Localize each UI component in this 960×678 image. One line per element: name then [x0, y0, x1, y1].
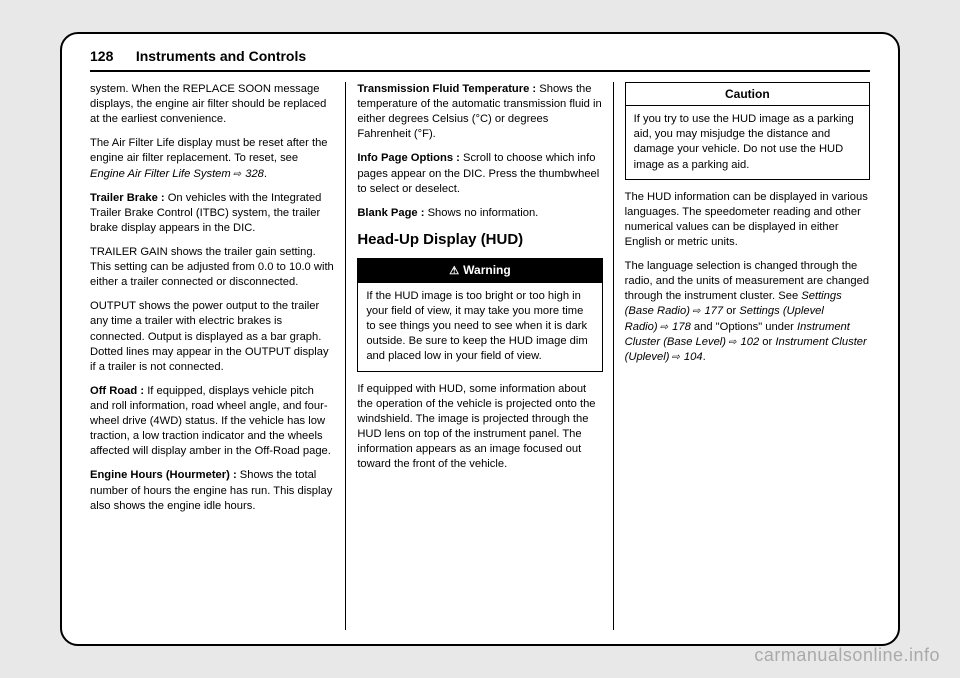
page-header: 128 Instruments and Controls — [90, 48, 870, 72]
xref-page: 104 — [669, 351, 702, 363]
warning-title-text: Warning — [463, 263, 511, 277]
field-label: Trailer Brake : — [90, 192, 168, 204]
column-divider — [345, 82, 346, 630]
para: Trailer Brake : On vehicles with the Int… — [90, 191, 335, 236]
warning-box: Warning If the HUD image is too bright o… — [357, 258, 602, 371]
xref-page: 328 — [231, 168, 264, 180]
field-label: Info Page Options : — [357, 152, 463, 164]
section-heading: Head-Up Display (HUD) — [357, 230, 602, 250]
text: . — [264, 168, 267, 180]
warning-icon — [449, 263, 463, 277]
text: or — [759, 336, 775, 348]
text: and "Options" under — [691, 321, 797, 333]
para: Off Road : If equipped, displays vehicle… — [90, 384, 335, 460]
column-2: Transmission Fluid Temperature : Shows t… — [357, 82, 602, 630]
warning-body: If the HUD image is too bright or too hi… — [358, 283, 601, 371]
text: or — [723, 305, 739, 317]
para: Transmission Fluid Temperature : Shows t… — [357, 82, 602, 142]
column-3: Caution If you try to use the HUD image … — [625, 82, 870, 630]
field-label: Engine Hours (Hourmeter) : — [90, 469, 240, 481]
caution-body: If you try to use the HUD image as a par… — [626, 106, 869, 178]
para: The language selection is changed throug… — [625, 259, 870, 365]
text: . — [703, 351, 706, 363]
chapter-title: Instruments and Controls — [136, 48, 306, 64]
column-divider — [613, 82, 614, 630]
para: system. When the REPLACE SOON message di… — [90, 82, 335, 127]
para: The Air Filter Life display must be rese… — [90, 136, 335, 181]
para: TRAILER GAIN shows the trailer gain sett… — [90, 245, 335, 290]
xref-page: 178 — [658, 321, 691, 333]
caution-box: Caution If you try to use the HUD image … — [625, 82, 870, 180]
content-columns: system. When the REPLACE SOON message di… — [90, 82, 870, 630]
manual-page: 128 Instruments and Controls system. Whe… — [60, 32, 900, 646]
para: OUTPUT shows the power output to the tra… — [90, 299, 335, 375]
xref-page: 177 — [690, 305, 723, 317]
text: The Air Filter Life display must be rese… — [90, 137, 328, 164]
xref-page: 102 — [726, 336, 759, 348]
text: Shows no information. — [428, 207, 539, 219]
field-label: Transmission Fluid Temperature : — [357, 83, 539, 95]
watermark: carmanualsonline.info — [754, 645, 940, 666]
warning-title: Warning — [358, 259, 601, 283]
field-label: Off Road : — [90, 385, 147, 397]
para: Info Page Options : Scroll to choose whi… — [357, 151, 602, 196]
para: If equipped with HUD, some information a… — [357, 382, 602, 473]
para: Engine Hours (Hourmeter) : Shows the tot… — [90, 468, 335, 513]
field-label: Blank Page : — [357, 207, 427, 219]
column-1: system. When the REPLACE SOON message di… — [90, 82, 335, 630]
xref-link: Engine Air Filter Life System — [90, 168, 231, 180]
caution-title: Caution — [626, 83, 869, 106]
page-number: 128 — [90, 48, 113, 64]
para: The HUD information can be displayed in … — [625, 190, 870, 250]
para: Blank Page : Shows no information. — [357, 206, 602, 221]
